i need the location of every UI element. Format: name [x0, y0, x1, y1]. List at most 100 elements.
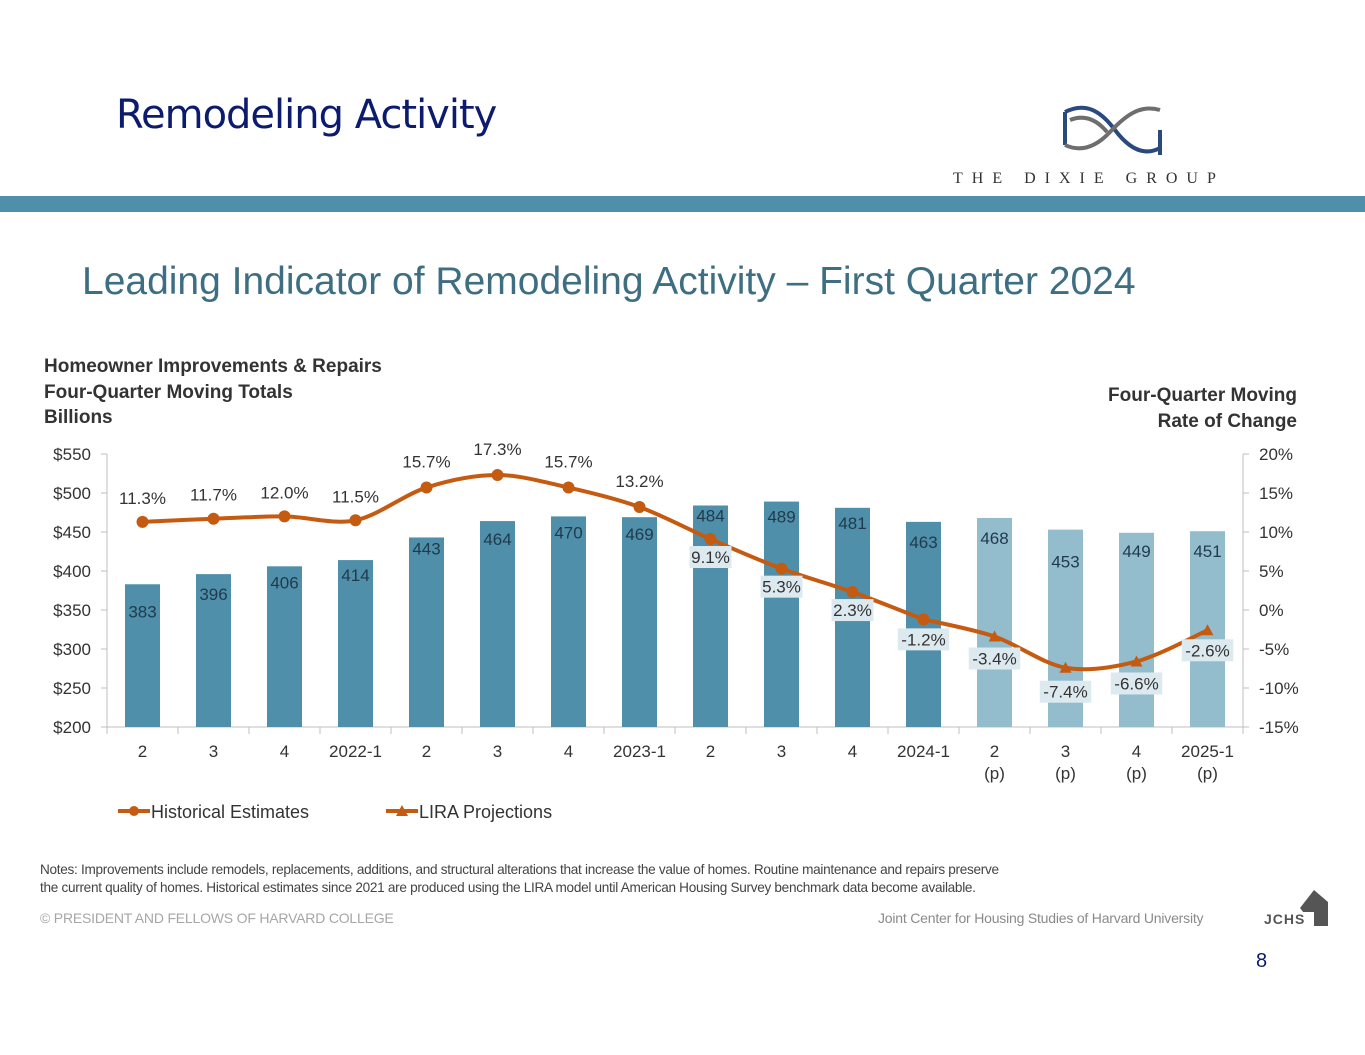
projection-marker	[1201, 624, 1214, 636]
line-value-label: 5.3%	[762, 578, 801, 597]
x-axis-label: (p)	[1126, 764, 1147, 783]
bar-value-label: 453	[1051, 553, 1079, 572]
x-axis-label: 4	[1132, 742, 1141, 761]
bar-value-label: 443	[412, 539, 440, 558]
x-axis-label: (p)	[984, 764, 1005, 783]
line-value-label: -1.2%	[901, 630, 945, 649]
dixie-group-logo-icon	[1063, 105, 1162, 155]
line-value-label: 2.3%	[833, 601, 872, 620]
x-axis-label: 2025-1	[1181, 742, 1234, 761]
historical-estimates-line	[142, 473, 925, 622]
line-value-label: 15.7%	[544, 453, 592, 472]
right-axis-tick-label: 5%	[1259, 562, 1284, 581]
left-axis-tick-label: $500	[53, 484, 91, 503]
x-axis-label: (p)	[1197, 764, 1218, 783]
bar	[622, 517, 657, 727]
bar-value-label: 463	[909, 533, 937, 552]
jchs-logo-text: JCHS	[1264, 911, 1305, 927]
right-axis-tick-label: 20%	[1259, 445, 1293, 464]
notes-line: the current quality of homes. Historical…	[40, 880, 976, 895]
bar	[551, 516, 586, 727]
historical-marker	[491, 469, 504, 482]
historical-marker	[136, 515, 149, 528]
left-axis-tick-label: $550	[53, 445, 91, 464]
line-value-label: 11.5%	[332, 487, 379, 506]
historical-marker	[349, 514, 362, 527]
historical-marker	[562, 481, 575, 494]
right-axis-tick-label: -15%	[1259, 718, 1299, 737]
right-axis-tick-label: 0%	[1259, 601, 1284, 620]
line-label-bg	[1039, 680, 1092, 703]
logo-text: THE DIXIE GROUP	[953, 170, 1225, 187]
historical-marker	[420, 481, 433, 494]
historical-marker	[278, 510, 291, 523]
left-axis-title-line: Four-Quarter Moving Totals	[44, 381, 293, 403]
line-label-bg	[831, 599, 874, 622]
line-value-label: 12.0%	[260, 483, 308, 502]
x-axis-label: 4	[280, 742, 289, 761]
legend-historical-label: Historical Estimates	[151, 802, 309, 822]
bar-value-label: 468	[980, 529, 1008, 548]
left-axis-title: Homeowner Improvements & Repairs Four-Qu…	[44, 354, 382, 431]
legend-projection-marker-icon	[396, 805, 408, 816]
right-axis-title-line: Four-Quarter Moving	[1108, 385, 1297, 406]
bar-value-label: 484	[696, 506, 724, 525]
line-value-label: -6.6%	[1114, 674, 1158, 693]
copyright: © PRESIDENT AND FELLOWS OF HARVARD COLLE…	[40, 910, 394, 926]
x-axis-label: 3	[209, 742, 218, 761]
right-axis-tick-label: 10%	[1259, 523, 1293, 542]
bar	[267, 566, 302, 727]
x-axis-label: (p)	[1055, 764, 1076, 783]
line-value-label: 11.3%	[119, 489, 166, 508]
bar	[1119, 532, 1154, 727]
line-value-label: -3.4%	[972, 650, 1016, 669]
line-value-label: 9.1%	[691, 548, 730, 567]
header-band	[0, 196, 1365, 212]
x-axis-label: 2	[990, 742, 999, 761]
historical-marker	[846, 586, 859, 599]
legend-projection-label: LIRA Projections	[419, 802, 552, 822]
x-axis-label: 4	[848, 742, 857, 761]
left-axis-tick-label: $400	[53, 562, 91, 581]
x-axis-label: 2	[138, 742, 147, 761]
x-axis-label: 2023-1	[613, 742, 666, 761]
historical-marker	[633, 501, 646, 514]
line-value-label: -2.6%	[1185, 641, 1229, 660]
left-axis-title-line: Billions	[44, 407, 113, 428]
bar	[977, 517, 1012, 727]
jchs-logo-icon: JCHS	[1262, 890, 1328, 927]
right-axis-tick-label: -5%	[1259, 640, 1289, 659]
bar-value-label: 406	[270, 573, 298, 592]
x-axis-label: 2	[706, 742, 715, 761]
bar	[409, 537, 444, 727]
bar	[764, 501, 799, 727]
x-axis-label: 2022-1	[329, 742, 382, 761]
projection-marker	[1059, 661, 1072, 673]
bar	[338, 560, 373, 727]
x-axis-label: 3	[777, 742, 786, 761]
page-number: 8	[1256, 950, 1268, 972]
bar-value-label: 451	[1193, 542, 1221, 561]
notes: Notes: Improvements include remodels, re…	[40, 861, 1240, 897]
left-axis-tick-label: $200	[53, 718, 91, 737]
left-axis-title-line: Homeowner Improvements & Repairs	[44, 356, 382, 377]
bar	[125, 584, 160, 727]
bar-value-label: 481	[838, 514, 866, 533]
historical-marker	[704, 533, 717, 546]
line-label-bg	[1181, 639, 1234, 662]
projection-marker	[1130, 655, 1143, 667]
legend-historical-marker-icon	[129, 806, 139, 816]
right-axis-tick-label: -10%	[1259, 679, 1299, 698]
historical-marker	[775, 562, 788, 575]
notes-line: Notes: Improvements include remodels, re…	[40, 862, 999, 877]
historical-marker	[207, 512, 220, 525]
chart: $200 $250 $300 $350 $400 $450 $500 $550 -15% -10%…	[53, 440, 1299, 822]
line-value-label: 15.7%	[402, 453, 450, 472]
bar	[196, 574, 231, 727]
right-axis-title: Four-Quarter Moving Rate of Change	[1108, 383, 1297, 435]
x-axis-label: 3	[1061, 742, 1070, 761]
bar-value-label: 489	[767, 508, 795, 527]
historical-marker	[917, 613, 930, 626]
line-label-bg	[897, 628, 950, 651]
left-axis-tick-label: $250	[53, 679, 91, 698]
